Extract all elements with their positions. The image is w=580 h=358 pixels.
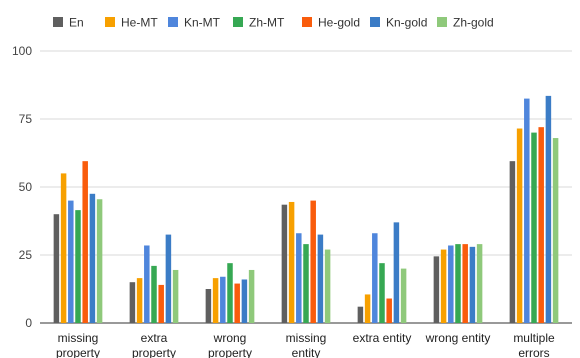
legend-swatch-zh-gold	[437, 17, 447, 27]
x-axis-category-labels: missingpropertyextrapropertywrongpropert…	[56, 331, 555, 358]
category-label: property	[56, 346, 100, 358]
legend-swatch-kn-gold	[370, 17, 380, 27]
bar-zh-gold-3	[324, 249, 331, 323]
bar-zh-gold-2	[248, 269, 255, 323]
legend-swatch-en	[53, 17, 63, 27]
bar-kn-mt-0	[68, 200, 74, 323]
bar-zh-gold-6	[552, 138, 559, 323]
bar-kn-gold-2	[241, 279, 248, 323]
bar-he-mt-1	[136, 278, 143, 323]
gridlines	[40, 50, 572, 324]
legend: En He-MT Kn-MT Zh-MT He-gold Kn-gold Zh-gold	[53, 16, 494, 30]
bar-he-gold-3	[310, 200, 316, 323]
category-label: extra entity	[353, 331, 412, 345]
legend-label-he-gold: He-gold	[318, 16, 360, 30]
y-tick-label: 0	[25, 316, 32, 330]
legend-label-he-mt: He-MT	[121, 16, 158, 30]
bar-kn-gold-5	[469, 246, 476, 323]
category-label: extra	[141, 331, 168, 345]
y-axis-tick-labels: 0 25 50 75 100	[12, 44, 32, 330]
bar-zh-mt-1	[151, 265, 157, 323]
bar-zh-mt-3	[303, 244, 309, 323]
bar-en-0	[53, 214, 60, 323]
bar-he-mt-0	[60, 173, 67, 323]
category-label: wrong	[213, 331, 247, 345]
bar-kn-gold-0	[89, 193, 96, 323]
y-tick-label: 75	[19, 112, 33, 126]
bar-he-gold-5	[462, 244, 468, 323]
bar-kn-mt-5	[448, 245, 454, 323]
bar-kn-gold-4	[393, 222, 400, 323]
bar-he-gold-1	[158, 284, 164, 323]
bar-he-gold-4	[386, 298, 392, 323]
bar-zh-mt-5	[455, 244, 461, 323]
bar-zh-mt-6	[531, 132, 537, 323]
bar-zh-gold-1	[172, 269, 179, 323]
bar-en-3	[281, 204, 288, 323]
y-tick-label: 25	[19, 248, 33, 262]
bar-he-mt-6	[516, 128, 523, 323]
category-label: entity	[292, 346, 321, 358]
y-tick-label: 100	[12, 44, 32, 58]
bar-he-gold-2	[234, 283, 240, 323]
legend-label-zh-gold: Zh-gold	[453, 16, 494, 30]
bar-en-6	[509, 161, 516, 323]
bar-kn-gold-6	[545, 95, 552, 323]
legend-label-zh-mt: Zh-MT	[249, 16, 285, 30]
bar-he-mt-4	[364, 294, 371, 323]
bar-kn-mt-3	[296, 233, 302, 323]
bar-he-gold-6	[538, 127, 544, 323]
legend-label-kn-mt: Kn-MT	[184, 16, 221, 30]
bar-he-mt-3	[288, 201, 295, 323]
bar-kn-gold-1	[165, 234, 172, 323]
bar-zh-mt-0	[75, 210, 81, 323]
legend-swatch-zh-mt	[233, 17, 243, 27]
legend-label-kn-gold: Kn-gold	[386, 16, 427, 30]
bar-kn-mt-2	[220, 276, 226, 323]
bar-zh-mt-4	[379, 263, 385, 323]
bar-zh-gold-5	[476, 244, 483, 323]
bar-zh-mt-2	[227, 263, 233, 323]
bar-en-1	[129, 282, 136, 323]
bar-en-5	[433, 256, 440, 323]
bar-zh-gold-0	[96, 199, 103, 323]
bar-zh-gold-4	[400, 268, 407, 323]
category-label: wrong entity	[425, 331, 491, 345]
legend-swatch-he-gold	[302, 17, 312, 27]
legend-label-en: En	[69, 16, 84, 30]
category-label: errors	[518, 346, 549, 358]
bar-he-gold-0	[82, 161, 88, 323]
category-label: missing	[286, 331, 327, 345]
category-label: property	[208, 346, 252, 358]
bar-kn-mt-6	[524, 98, 530, 323]
bars	[53, 95, 559, 323]
bar-kn-mt-4	[372, 233, 378, 323]
category-label: property	[132, 346, 176, 358]
bar-he-mt-5	[440, 249, 447, 323]
category-label: multiple	[513, 331, 555, 345]
y-tick-label: 50	[19, 180, 33, 194]
bar-en-4	[357, 306, 364, 323]
bar-he-mt-2	[212, 278, 219, 323]
legend-swatch-he-mt	[105, 17, 115, 27]
bar-en-2	[205, 289, 212, 323]
legend-swatch-kn-mt	[168, 17, 178, 27]
bar-kn-gold-3	[317, 234, 324, 323]
category-label: missing	[58, 331, 99, 345]
bar-kn-mt-1	[144, 245, 150, 323]
